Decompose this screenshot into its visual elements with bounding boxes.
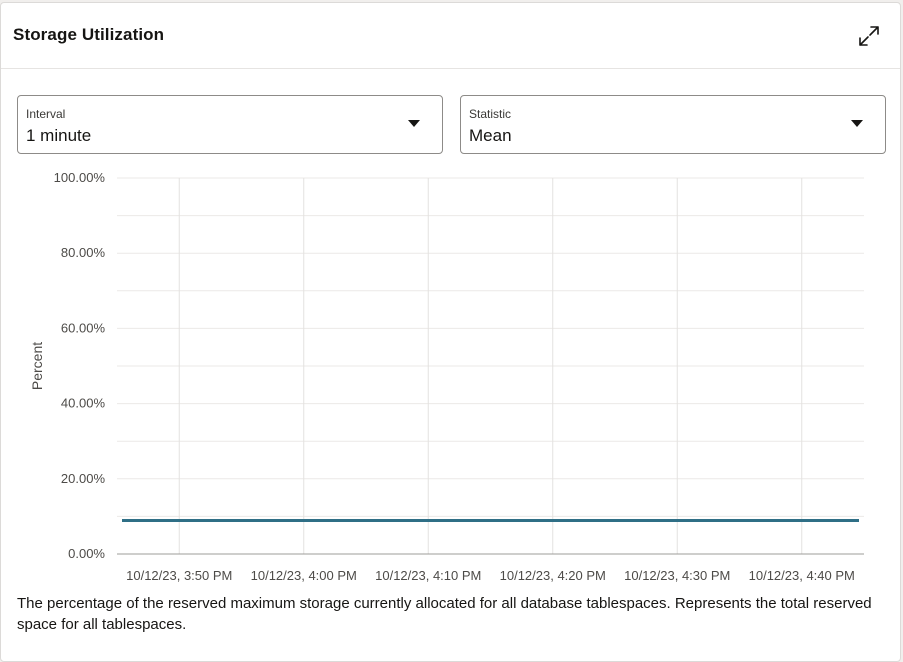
chevron-down-icon — [851, 120, 863, 127]
statistic-value: Mean — [469, 126, 512, 145]
interval-select[interactable]: Interval 1 minute — [17, 95, 443, 154]
interval-label: Interval — [26, 107, 66, 121]
x-tick-label: 10/12/23, 4:20 PM — [500, 568, 606, 583]
panel-header: Storage Utilization — [1, 3, 900, 69]
y-tick-label: 0.00% — [68, 546, 105, 561]
panel-title: Storage Utilization — [13, 25, 165, 44]
y-tick-label: 100.00% — [54, 170, 106, 185]
y-tick-label: 60.00% — [61, 320, 106, 335]
y-axis-title: Percent — [29, 342, 45, 390]
statistic-label: Statistic — [469, 107, 512, 121]
y-tick-label: 20.00% — [61, 471, 106, 486]
x-tick-label: 10/12/23, 3:50 PM — [126, 568, 232, 583]
statistic-select[interactable]: Statistic Mean — [460, 95, 886, 154]
x-tick-label: 10/12/23, 4:10 PM — [375, 568, 481, 583]
y-tick-label: 40.00% — [61, 396, 106, 411]
expand-icon[interactable] — [856, 23, 882, 49]
chevron-down-icon — [408, 120, 420, 127]
y-tick-label: 80.00% — [61, 245, 106, 260]
chart-description: The percentage of the reserved maximum s… — [17, 595, 872, 633]
x-tick-label: 10/12/23, 4:30 PM — [624, 568, 730, 583]
storage-utilization-chart: 0.00% 20.00% 40.00% 60.00% 80.00% 100.00% 10/1… — [29, 170, 864, 583]
x-tick-label: 10/12/23, 4:00 PM — [251, 568, 357, 583]
interval-value: 1 minute — [26, 126, 92, 145]
x-tick-label: 10/12/23, 4:40 PM — [749, 568, 855, 583]
